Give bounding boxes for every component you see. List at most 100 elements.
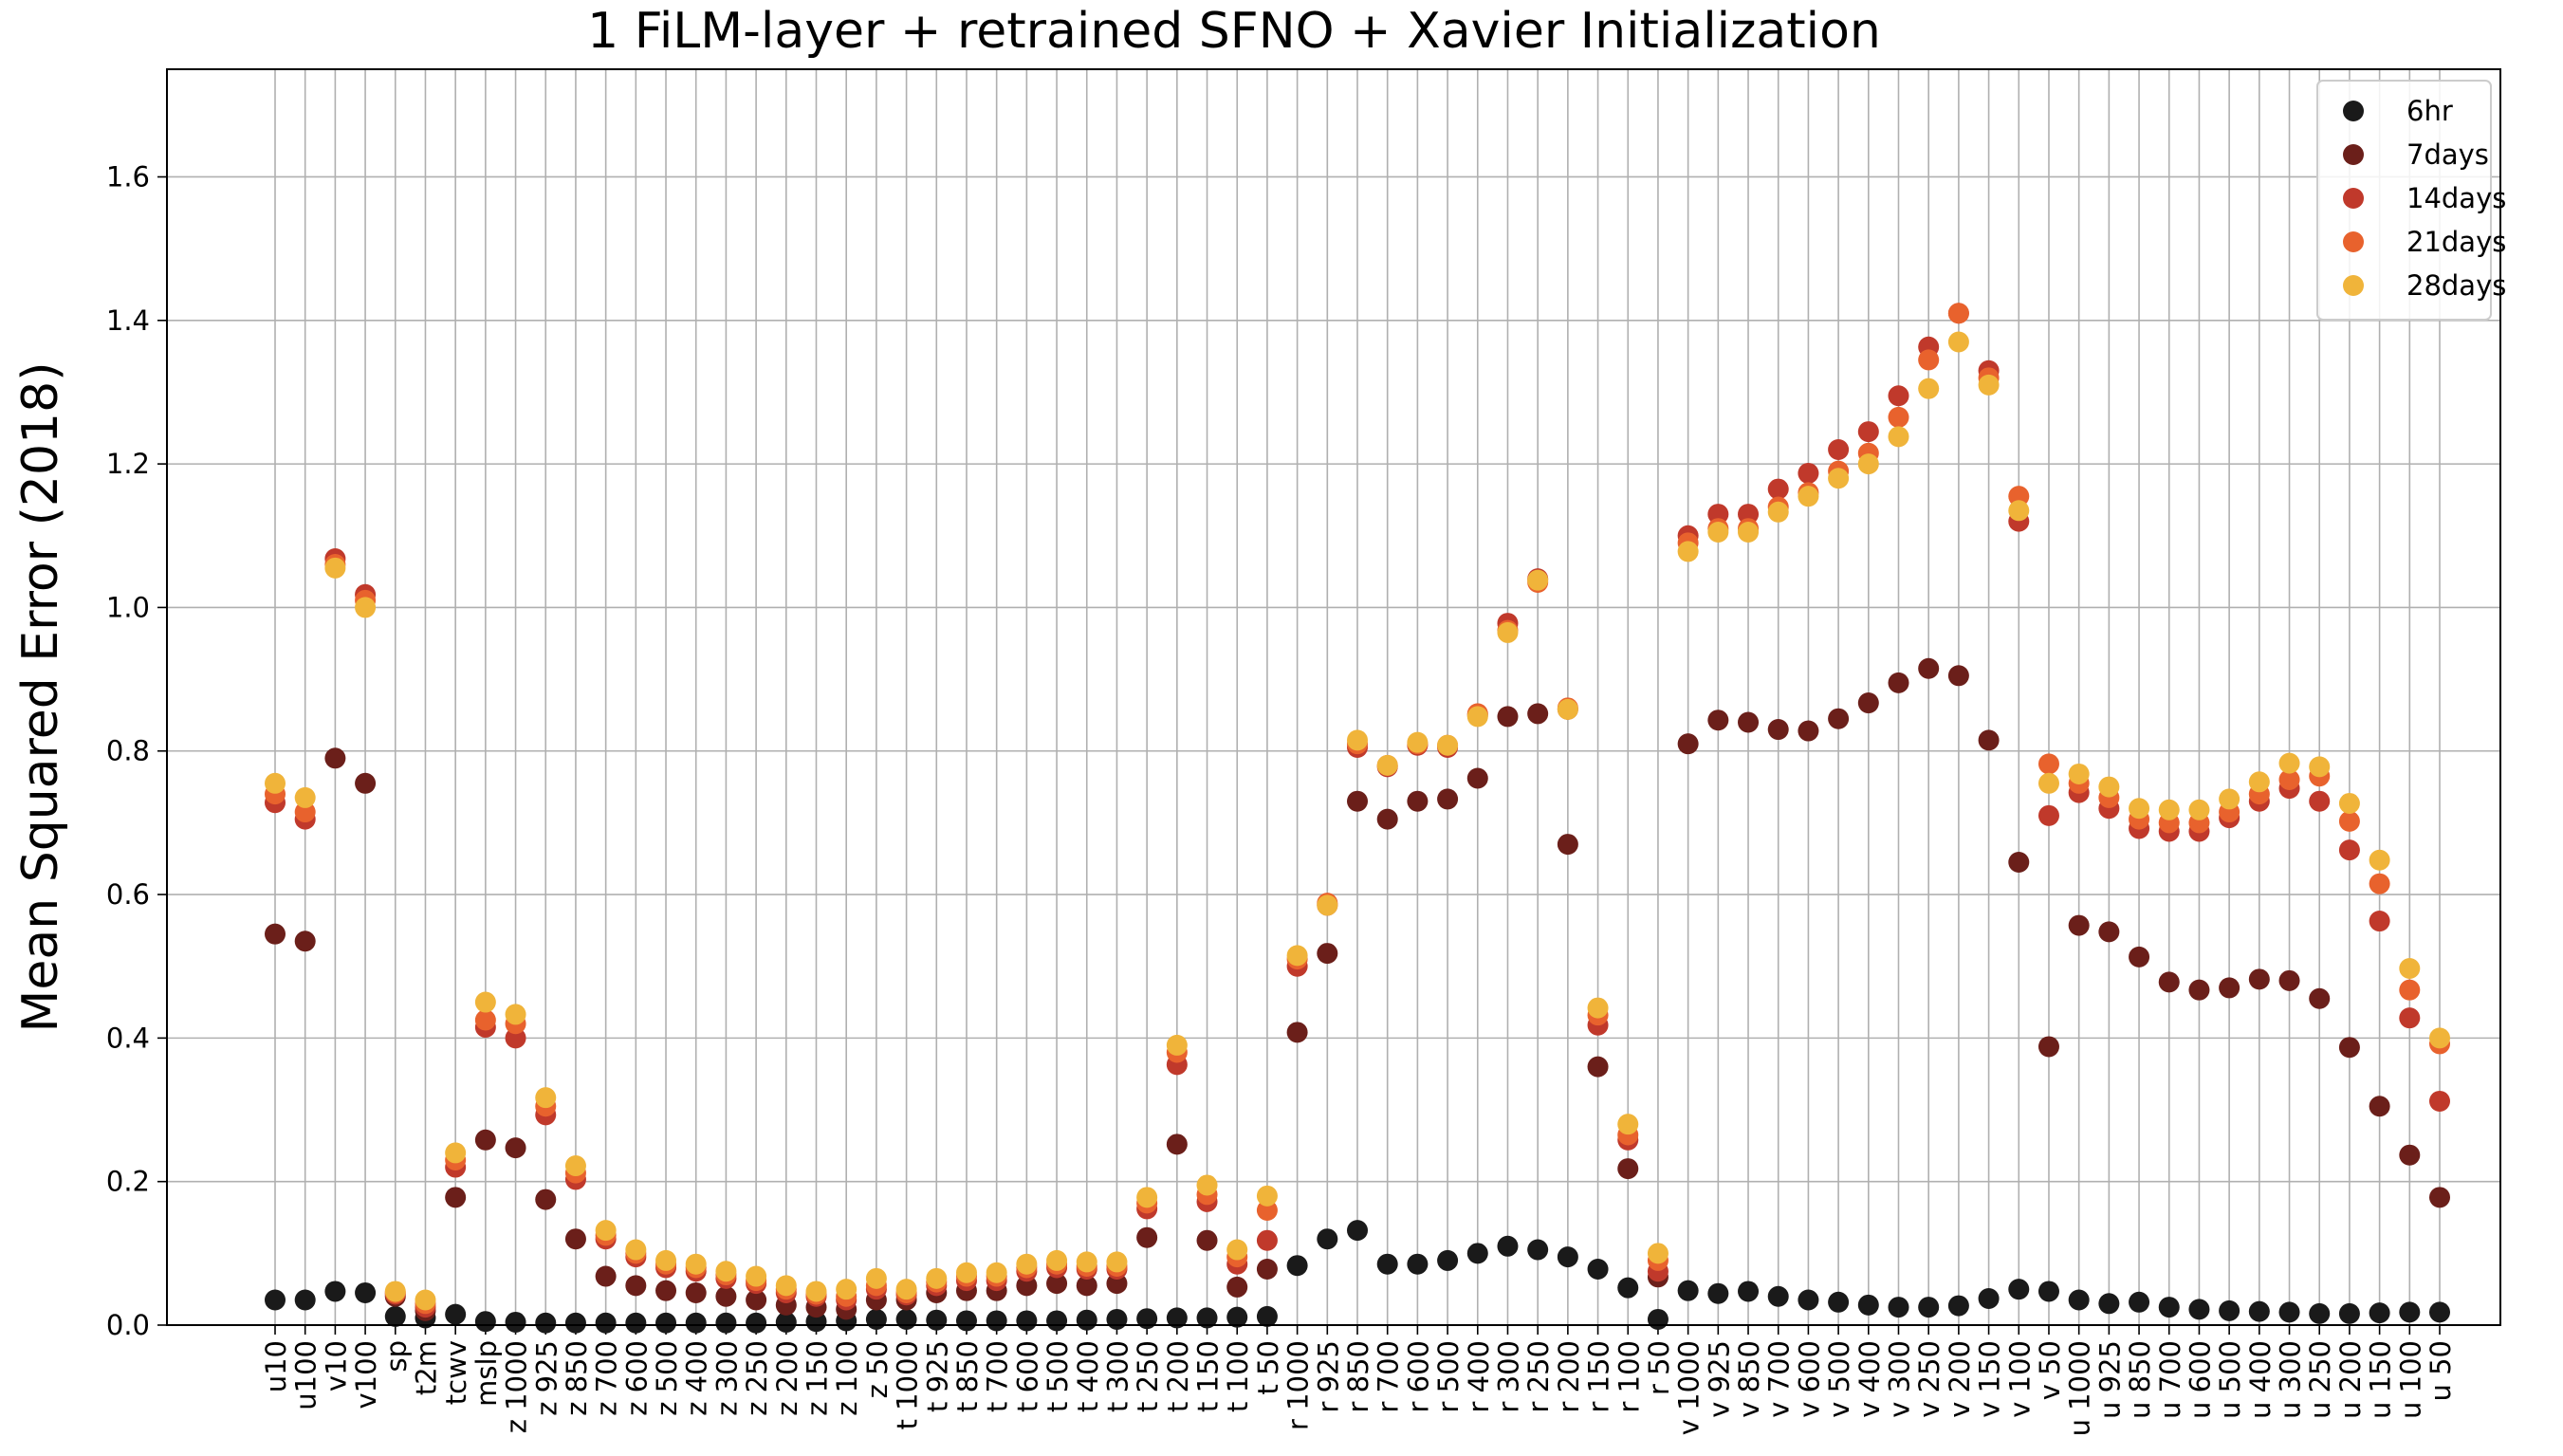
plot-frame <box>166 68 2501 1326</box>
point-6hr <box>865 1308 887 1330</box>
point-14days <box>2037 804 2059 826</box>
point-28days <box>1888 426 1909 448</box>
x-tick-label: t 400 <box>1072 1340 1104 1412</box>
point-28days <box>1256 1185 1278 1207</box>
x-tick-label: z 250 <box>741 1340 773 1416</box>
point-28days <box>355 597 377 618</box>
point-14days <box>2429 1090 2450 1112</box>
point-28days <box>415 1289 436 1311</box>
x-tick-label: u 100 <box>2394 1340 2426 1419</box>
point-14days <box>1828 438 1850 460</box>
point-6hr <box>746 1312 767 1334</box>
x-tick-label: z 600 <box>620 1340 653 1416</box>
point-28days <box>1046 1249 1068 1271</box>
point-6hr <box>265 1289 286 1311</box>
y-tick-label: 0.8 <box>106 735 150 767</box>
x-tick-label: r 925 <box>1312 1340 1344 1413</box>
point-28days <box>294 786 316 808</box>
point-28days <box>746 1265 767 1287</box>
point-21days <box>1947 303 1969 324</box>
point-28days <box>2158 799 2180 820</box>
point-28days <box>1226 1239 1248 1261</box>
x-tick-label: v 925 <box>1703 1340 1735 1418</box>
x-tick-label: v 700 <box>1763 1340 1796 1418</box>
legend-box <box>2316 80 2492 321</box>
point-7days <box>1707 710 1729 731</box>
x-tick-label: z 925 <box>530 1340 562 1416</box>
point-6hr <box>1347 1220 1368 1242</box>
point-28days <box>2429 1027 2450 1049</box>
point-6hr <box>535 1312 557 1334</box>
point-7days <box>445 1187 467 1208</box>
x-tick-label: u 300 <box>2275 1340 2307 1419</box>
point-6hr <box>2037 1281 2059 1302</box>
point-6hr <box>895 1308 917 1330</box>
x-tick-label: v 300 <box>1884 1340 1916 1418</box>
point-7days <box>2309 987 2331 1009</box>
y-tick-label: 1.6 <box>106 160 150 193</box>
x-tick-label: r 600 <box>1402 1340 1434 1413</box>
point-7days <box>1918 657 1940 679</box>
point-28days <box>655 1249 677 1271</box>
y-tick-label: 1.2 <box>106 448 150 480</box>
point-21days <box>294 802 316 823</box>
point-6hr <box>715 1312 737 1334</box>
point-14days <box>1767 478 1789 500</box>
point-6hr <box>1256 1305 1278 1327</box>
x-tick-label: v 600 <box>1793 1340 1825 1418</box>
x-tick-label: u10 <box>260 1340 292 1392</box>
point-28days <box>2098 776 2120 798</box>
y-tick-label: 1.0 <box>106 591 150 623</box>
point-28days <box>1466 706 1488 728</box>
point-28days <box>926 1267 948 1289</box>
point-28days <box>1587 997 1609 1019</box>
point-7days <box>1947 665 1969 687</box>
point-28days <box>1978 374 2000 396</box>
point-21days <box>1918 349 1940 371</box>
point-28days <box>2219 788 2240 810</box>
point-6hr <box>355 1281 377 1303</box>
point-7days <box>1256 1258 1278 1280</box>
point-6hr <box>1136 1308 1158 1330</box>
x-tick-label: t 50 <box>1252 1340 1284 1395</box>
legend-marker <box>2343 188 2364 209</box>
point-7days <box>2037 1036 2059 1058</box>
point-6hr <box>1647 1308 1669 1330</box>
point-28days <box>1016 1253 1038 1275</box>
series-28days <box>265 331 2450 1311</box>
x-tick-label: r 850 <box>1342 1340 1374 1413</box>
legend-marker <box>2343 231 2364 252</box>
point-7days <box>1347 790 1368 812</box>
point-6hr <box>1798 1289 1819 1311</box>
point-7days <box>2219 977 2240 999</box>
point-28days <box>715 1261 737 1282</box>
y-axis: 0.0 0.2 0.4 0.6 0.8 1.0 1.2 1.4 1.6 <box>106 160 167 1341</box>
point-6hr <box>1978 1288 2000 1310</box>
chart-title: 1 FiLM-layer + retrained SFNO + Xavier I… <box>587 3 1881 60</box>
point-21days <box>2399 979 2421 1001</box>
point-6hr <box>1466 1243 1488 1264</box>
x-tick-label: t 150 <box>1192 1340 1225 1412</box>
point-6hr <box>384 1305 406 1327</box>
point-28days <box>445 1142 467 1164</box>
legend-label: 21days <box>2406 226 2506 258</box>
x-tick-label: z 850 <box>561 1340 593 1416</box>
point-6hr <box>2399 1301 2421 1323</box>
point-28days <box>1106 1251 1128 1273</box>
x-tick-label: tcwv <box>440 1340 472 1405</box>
x-tick-label: u 150 <box>2365 1340 2397 1419</box>
point-28days <box>1557 698 1578 720</box>
point-7days <box>1857 692 1879 714</box>
point-7days <box>746 1289 767 1311</box>
point-6hr <box>1046 1310 1068 1332</box>
x-tick-label: r 50 <box>1643 1340 1675 1395</box>
point-7days <box>1828 708 1850 729</box>
point-7days <box>324 747 346 769</box>
point-6hr <box>1707 1282 1729 1304</box>
point-6hr <box>564 1312 586 1334</box>
x-tick-label: r 150 <box>1583 1340 1615 1413</box>
point-7days <box>2399 1144 2421 1166</box>
x-tick-label: v100 <box>350 1340 382 1410</box>
point-7days <box>1016 1275 1038 1297</box>
point-7days <box>715 1285 737 1307</box>
